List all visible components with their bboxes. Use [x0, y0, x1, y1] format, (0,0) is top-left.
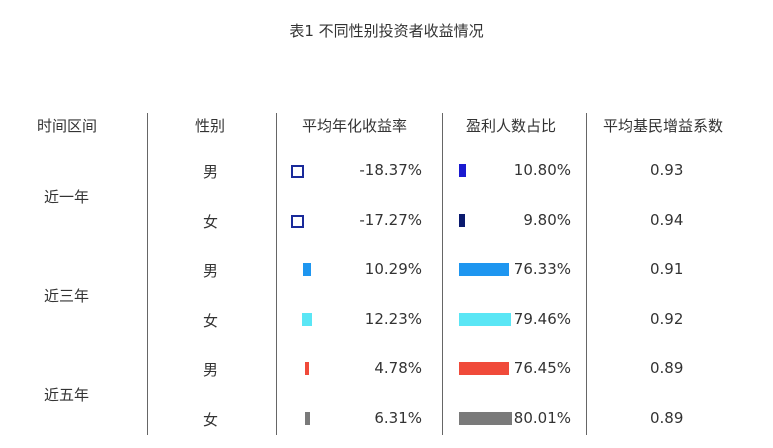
annual-return-bar [305, 362, 309, 376]
header-gain-coef: 平均基民增益系数 [603, 117, 724, 135]
annual-return-value: 4.78% [374, 359, 422, 378]
gain-coef-value: 0.89 [650, 409, 684, 427]
gain-coef-value: 0.92 [650, 309, 684, 328]
gender-cell: 男 [203, 361, 219, 380]
profit-ratio-bar [459, 263, 509, 277]
profit-ratio-bar [459, 362, 509, 376]
column-divider [147, 113, 148, 435]
annual-return-value: 12.23% [364, 309, 422, 328]
profit-ratio-value: 76.45% [513, 359, 571, 378]
column-divider [276, 113, 277, 435]
profit-ratio-value: 10.80% [513, 161, 571, 179]
gain-coef-value: 0.89 [650, 359, 684, 378]
period-label: 近三年 [44, 287, 90, 305]
profit-ratio-bar [459, 312, 511, 326]
annual-return-bar [303, 263, 311, 277]
table-title: 表1 不同性别投资者收益情况 [289, 22, 484, 40]
profit-ratio-bar [459, 412, 512, 425]
profit-ratio-value: 79.46% [513, 309, 571, 328]
annual-return-value: 6.31% [374, 409, 422, 427]
profit-ratio-value: 80.01% [513, 409, 571, 427]
gender-cell: 男 [203, 262, 219, 281]
column-divider [586, 113, 587, 435]
period-label: 近一年 [44, 187, 90, 206]
gain-coef-value: 0.93 [650, 161, 684, 179]
profit-ratio-value: 76.33% [513, 260, 571, 279]
profit-ratio-bar [459, 213, 465, 227]
period-label: 近五年 [44, 386, 90, 405]
profit-ratio-bar [459, 164, 466, 177]
annual-return-marker [291, 165, 304, 178]
gender-cell: 女 [203, 311, 219, 330]
annual-return-value: 10.29% [364, 260, 422, 279]
header-annual-return: 平均年化收益率 [302, 117, 408, 135]
header-gender: 性别 [195, 117, 226, 135]
header-profit-ratio: 盈利人数占比 [466, 117, 557, 135]
gain-coef-value: 0.94 [650, 210, 684, 229]
gender-cell: 女 [203, 212, 219, 231]
annual-return-marker [291, 214, 304, 228]
header-period: 时间区间 [37, 117, 98, 135]
annual-return-value: -18.37% [359, 161, 422, 179]
column-divider [442, 113, 443, 435]
gender-cell: 女 [203, 411, 219, 429]
annual-return-value: -17.27% [359, 210, 422, 229]
profit-ratio-value: 9.80% [523, 210, 571, 229]
gain-coef-value: 0.91 [650, 260, 684, 279]
annual-return-bar [302, 312, 312, 326]
gender-cell: 男 [203, 163, 219, 181]
annual-return-bar [304, 412, 310, 425]
